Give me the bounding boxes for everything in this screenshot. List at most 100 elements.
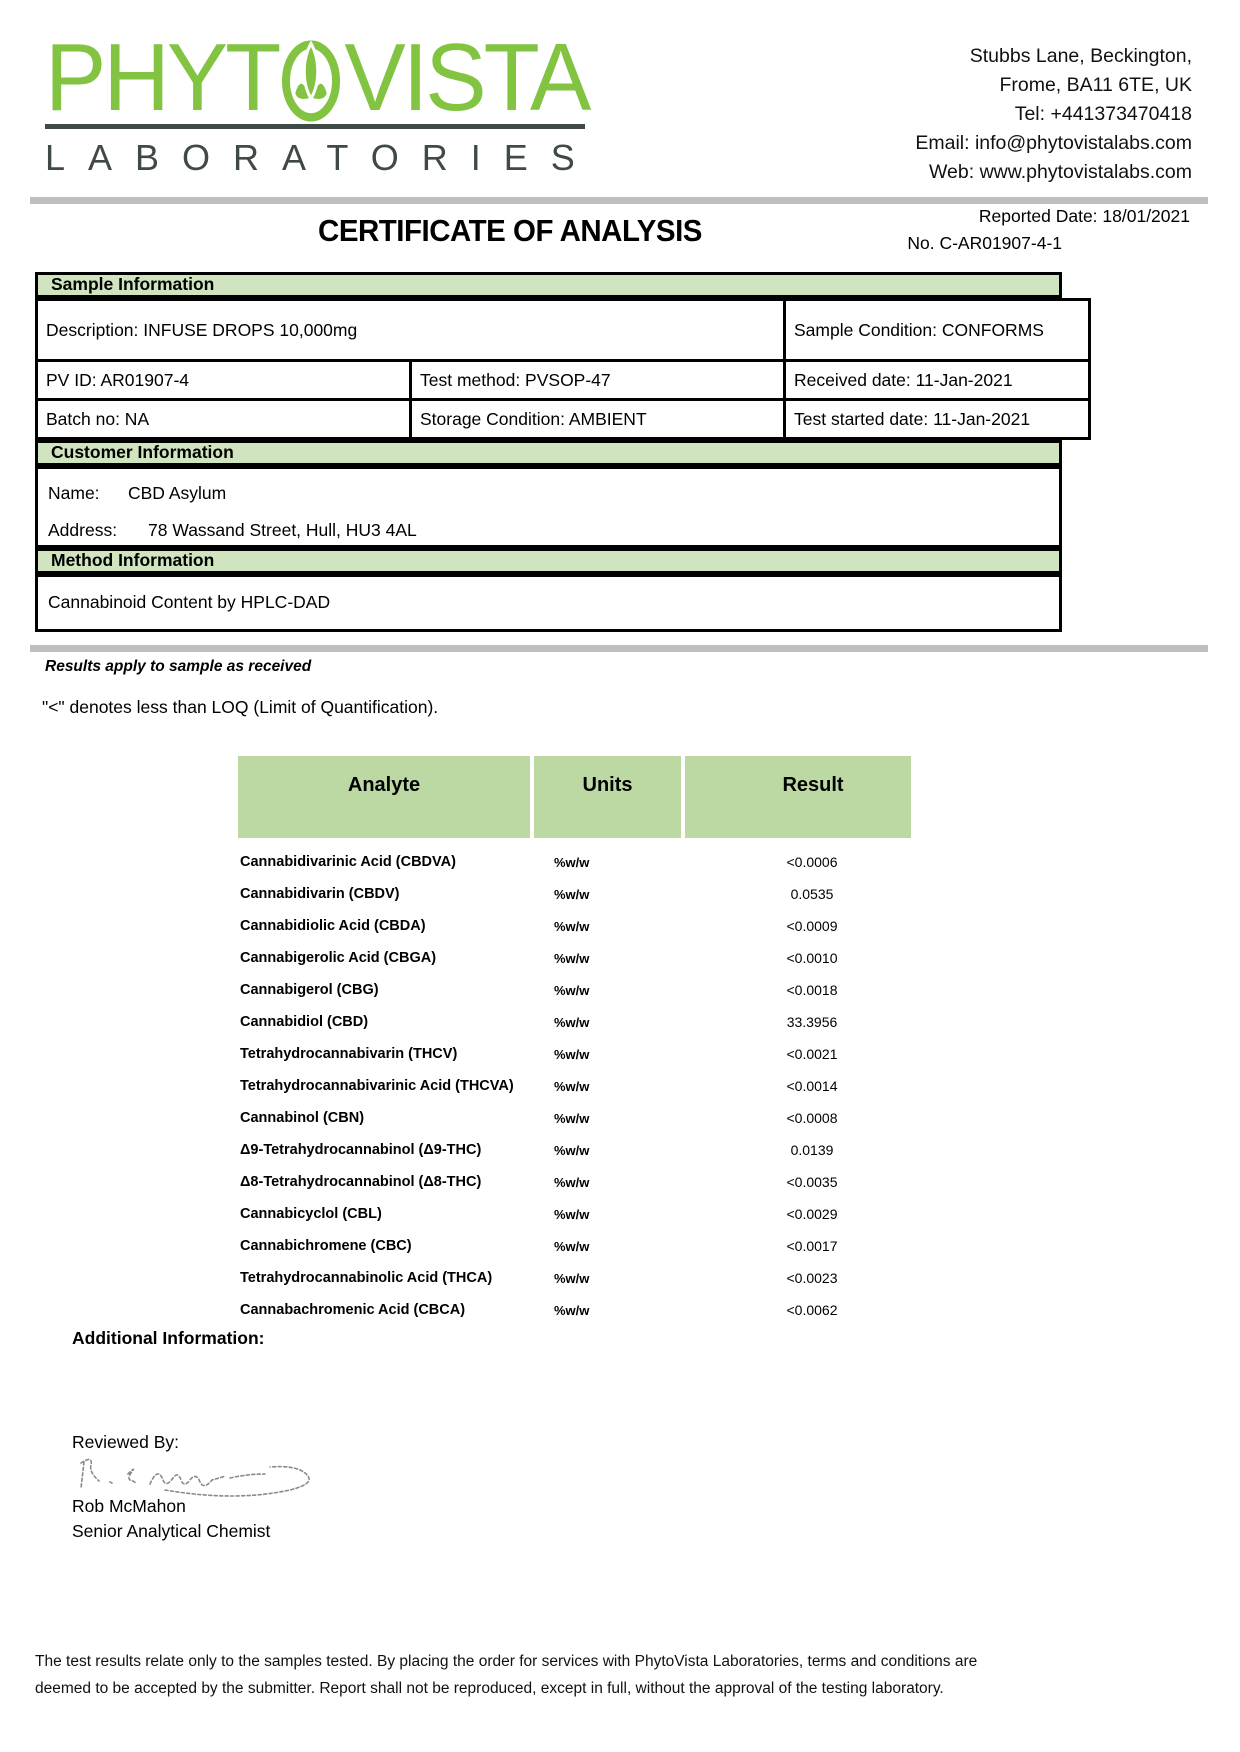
customer-address-value: 78 Wassand Street, Hull, HU3 4AL <box>148 520 417 540</box>
customer-information-box: Name: CBD Asylum Address: 78 Wassand Stree… <box>35 466 1062 548</box>
sample-information-header: Sample Information <box>35 272 1062 298</box>
received-date-cell: Received date: 11-Jan-2021 <box>783 359 1091 401</box>
results-table-row: Tetrahydrocannabinolic Acid (THCA) %w/w … <box>238 1262 911 1294</box>
units-value: %w/w <box>554 1238 590 1254</box>
results-table-row: Cannabachromenic Acid (CBCA) %w/w <0.006… <box>238 1294 911 1326</box>
analyte-name: Cannabidivarin (CBDV) <box>240 886 400 902</box>
phone-line: Tel: +441373470418 <box>1014 103 1192 125</box>
table-row: Batch no: NA Storage Condition: AMBIENT … <box>35 398 1091 440</box>
results-table-row: Cannabigerolic Acid (CBGA) %w/w <0.0010 <box>238 942 911 974</box>
analyte-name: Cannabachromenic Acid (CBCA) <box>240 1302 466 1318</box>
table-row: PV ID: AR01907-4 Test method: PVSOP-47 R… <box>35 359 1091 401</box>
result-value: <0.0018 <box>786 982 838 998</box>
results-table-row: Cannabidiolic Acid (CBDA) %w/w <0.0009 <box>238 910 911 942</box>
units-value: %w/w <box>554 1078 590 1094</box>
address-line-1: Stubbs Lane, Beckington, <box>969 45 1192 67</box>
analyte-name: Tetrahydrocannabinolic Acid (THCA) <box>240 1270 493 1286</box>
logo-subtitle: LABORATORIES <box>45 137 598 178</box>
customer-address-line: Address: 78 Wassand Street, Hull, HU3 4AL <box>48 520 1049 541</box>
address-line-2: Frome, BA11 6TE, UK <box>999 74 1192 96</box>
units-value: %w/w <box>554 1110 590 1126</box>
phytovista-logo: PHYT VISTA LABORATORIES <box>45 30 605 187</box>
analyte-name: Cannabidiolic Acid (CBDA) <box>240 918 426 934</box>
analyte-name: Cannabigerolic Acid (CBGA) <box>240 950 437 966</box>
results-table-header: Analyte Units Result <box>238 756 911 838</box>
results-table-row: Cannabidivarin (CBDV) %w/w 0.0535 <box>238 878 911 910</box>
sample-condition-cell: Sample Condition: CONFORMS <box>783 298 1091 362</box>
units-value: %w/w <box>554 854 590 870</box>
result-value: <0.0021 <box>786 1046 838 1062</box>
info-tables: Sample Information Description: INFUSE D… <box>35 272 1091 632</box>
results-table-row: Cannabicyclol (CBL) %w/w <0.0029 <box>238 1198 911 1230</box>
result-value: 33.3956 <box>786 1014 838 1030</box>
reviewer-name: Rob McMahon <box>72 1496 186 1516</box>
units-value: %w/w <box>554 1014 590 1030</box>
result-value: <0.0017 <box>786 1238 838 1254</box>
logo-wordmark: PHYT VISTA <box>45 30 605 126</box>
table-row: Description: INFUSE DROPS 10,000mg Sampl… <box>35 298 1091 362</box>
analyte-name: Cannabichromene (CBC) <box>240 1238 412 1254</box>
units-value: %w/w <box>554 950 590 966</box>
header-divider-bar <box>30 197 1208 204</box>
units-value: %w/w <box>554 1302 590 1318</box>
column-header-units: Units <box>534 756 681 838</box>
footer-disclaimer: The test results relate only to the samp… <box>35 1648 1210 1702</box>
units-value: %w/w <box>554 1206 590 1222</box>
analyte-name: Cannabidivarinic Acid (CBDVA) <box>240 854 456 870</box>
pv-id-cell: PV ID: AR01907-4 <box>35 359 412 401</box>
customer-name-value: CBD Asylum <box>128 483 227 503</box>
sample-description-cell: Description: INFUSE DROPS 10,000mg <box>35 298 786 362</box>
web-line: Web: www.phytovistalabs.com <box>929 161 1192 183</box>
column-header-analyte: Analyte <box>238 756 530 838</box>
customer-information-header: Customer Information <box>35 440 1062 466</box>
units-value: %w/w <box>554 886 590 902</box>
result-value: <0.0008 <box>786 1110 838 1126</box>
analyte-name: Tetrahydrocannabivarin (THCV) <box>240 1046 458 1062</box>
footer-line-1: The test results relate only to the samp… <box>35 1653 978 1670</box>
result-value: <0.0029 <box>786 1206 838 1222</box>
results-note: Results apply to sample as received <box>45 658 312 675</box>
leaf-icon <box>282 40 341 122</box>
result-value: <0.0035 <box>786 1174 838 1190</box>
analyte-name: Tetrahydrocannabivarinic Acid (THCVA) <box>240 1078 514 1094</box>
result-value: <0.0010 <box>786 950 838 966</box>
results-table-row: Cannabidiol (CBD) %w/w 33.3956 <box>238 1006 911 1038</box>
results-table-row: Δ9-Tetrahydrocannabinol (Δ9-THC) %w/w 0.… <box>238 1134 911 1166</box>
result-value: <0.0006 <box>786 854 838 870</box>
storage-condition-cell: Storage Condition: AMBIENT <box>409 398 786 440</box>
analyte-name: Δ9-Tetrahydrocannabinol (Δ9-THC) <box>240 1142 482 1158</box>
reviewed-by-label: Reviewed By: <box>72 1432 179 1452</box>
results-table-row: Tetrahydrocannabivarin (THCV) %w/w <0.00… <box>238 1038 911 1070</box>
results-table-row: Cannabidivarinic Acid (CBDVA) %w/w <0.00… <box>238 846 911 878</box>
units-value: %w/w <box>554 1174 590 1190</box>
customer-name-label: Name: <box>48 483 100 503</box>
analyte-name: Cannabigerol (CBG) <box>240 982 379 998</box>
units-value: %w/w <box>554 1142 590 1158</box>
additional-information-heading: Additional Information: <box>72 1328 265 1348</box>
lab-contact-block: Stubbs Lane, Beckington, Frome, BA11 6TE… <box>915 30 1192 187</box>
units-value: %w/w <box>554 918 590 934</box>
units-value: %w/w <box>554 1270 590 1286</box>
test-method-cell: Test method: PVSOP-47 <box>409 359 786 401</box>
section-divider-bar <box>30 645 1208 652</box>
units-value: %w/w <box>554 982 590 998</box>
results-table-body: Cannabidivarinic Acid (CBDVA) %w/w <0.00… <box>238 846 911 1326</box>
result-value: 0.0139 <box>790 1142 834 1158</box>
analyte-name: Δ8-Tetrahydrocannabinol (Δ8-THC) <box>240 1174 482 1190</box>
results-table-row: Cannabichromene (CBC) %w/w <0.0017 <box>238 1230 911 1262</box>
result-value: <0.0009 <box>786 918 838 934</box>
footer-line-2: deemed to be accepted by the submitter. … <box>35 1680 944 1697</box>
reviewer-title: Senior Analytical Chemist <box>72 1521 271 1541</box>
analyte-name: Cannabicyclol (CBL) <box>240 1206 382 1222</box>
method-information-box: Cannabinoid Content by HPLC-DAD <box>35 574 1062 632</box>
test-started-date-cell: Test started date: 11-Jan-2021 <box>783 398 1091 440</box>
result-value: <0.0062 <box>786 1302 838 1318</box>
results-table-row: Cannabinol (CBN) %w/w <0.0008 <box>238 1102 911 1134</box>
batch-no-cell: Batch no: NA <box>35 398 412 440</box>
loq-note: "<" denotes less than LOQ (Limit of Quan… <box>42 697 439 717</box>
logo-text-left: PHYT <box>45 24 281 131</box>
result-value: 0.0535 <box>790 886 834 902</box>
email-line: Email: info@phytovistalabs.com <box>915 132 1192 154</box>
certificate-number: No. C-AR01907-4-1 <box>907 233 1062 253</box>
result-value: <0.0014 <box>786 1078 838 1094</box>
